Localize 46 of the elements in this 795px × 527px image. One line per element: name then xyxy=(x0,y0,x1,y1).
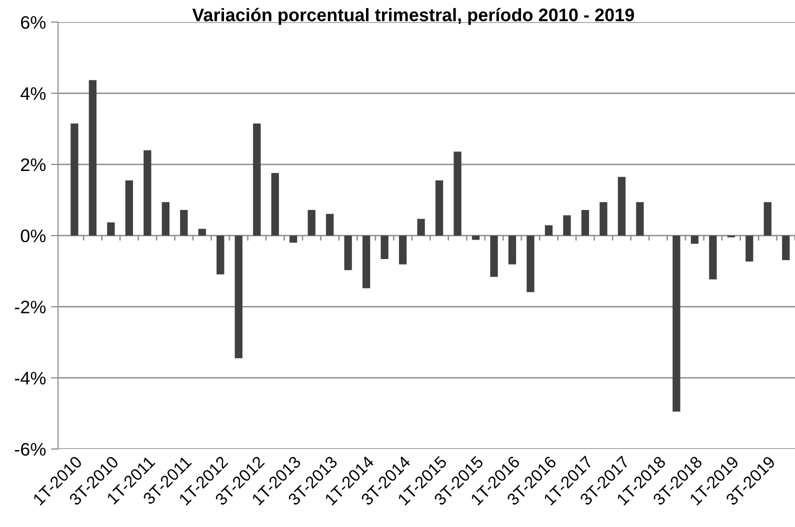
bar xyxy=(144,150,152,236)
bar xyxy=(216,236,224,274)
y-tick-label: 0% xyxy=(20,230,46,242)
bar xyxy=(326,214,334,236)
bar xyxy=(290,236,298,243)
bar xyxy=(417,218,425,236)
bar xyxy=(563,215,571,236)
bar xyxy=(764,202,772,236)
y-tick-label: -6% xyxy=(14,442,46,456)
bar xyxy=(672,236,680,412)
bar xyxy=(234,236,242,358)
bar xyxy=(690,236,698,244)
bar xyxy=(253,124,261,236)
bar xyxy=(636,202,644,236)
y-tick-label: 4% xyxy=(20,87,46,100)
y-tick-label: -2% xyxy=(14,300,46,314)
bar xyxy=(398,236,407,264)
bar xyxy=(180,210,188,236)
bar xyxy=(380,236,388,260)
bar xyxy=(362,236,370,288)
bar xyxy=(508,236,516,264)
bar xyxy=(271,172,279,236)
bar xyxy=(435,180,444,236)
bar xyxy=(709,236,717,280)
y-tick-label: 2% xyxy=(21,158,46,172)
bar xyxy=(125,180,134,236)
y-tick-label: -4% xyxy=(14,372,46,385)
bar xyxy=(782,236,790,260)
y-tick-label: 6% xyxy=(21,16,46,29)
bar xyxy=(581,210,590,236)
bar xyxy=(198,228,206,236)
bar xyxy=(162,202,170,236)
bar xyxy=(618,176,626,236)
chart-title: Variación porcentual trimestral, período 2010 - 2019 xyxy=(192,8,634,25)
bar xyxy=(490,236,498,277)
bar xyxy=(70,124,78,236)
bar xyxy=(454,152,462,236)
bar xyxy=(544,225,553,236)
bar xyxy=(308,210,316,236)
bar xyxy=(526,236,534,292)
bar xyxy=(88,80,97,236)
bar xyxy=(472,236,480,240)
bar xyxy=(746,236,754,262)
bar xyxy=(107,222,115,236)
bar xyxy=(600,202,608,236)
bar xyxy=(344,236,352,270)
